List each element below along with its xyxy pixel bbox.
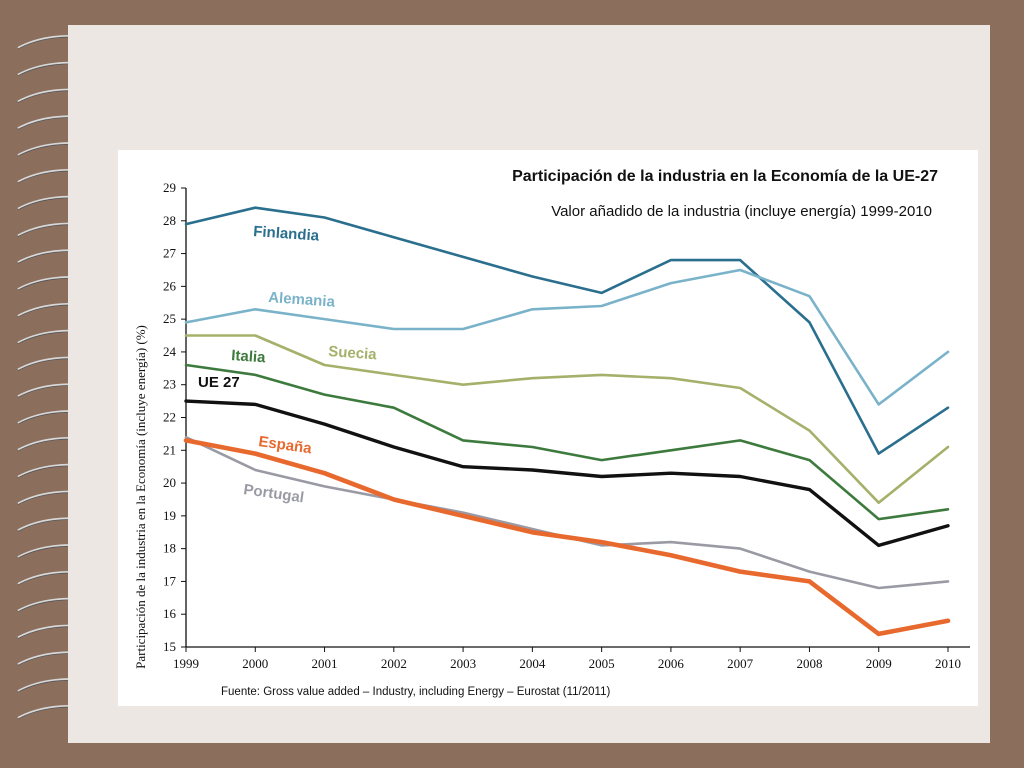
x-tick-label: 2004 [519, 656, 546, 671]
y-tick-label: 20 [163, 475, 176, 490]
y-tick-label: 19 [163, 508, 176, 523]
y-tick-label: 21 [163, 442, 176, 457]
series-label: Finlandia [253, 223, 321, 245]
y-tick-label: 23 [163, 377, 176, 392]
y-axis-label: Participación de la industria en la Econ… [133, 325, 148, 669]
x-tick-label: 2010 [935, 656, 961, 671]
x-tick-label: 1999 [173, 656, 199, 671]
x-tick-label: 2006 [658, 656, 685, 671]
source-note: Fuente: Gross value added – Industry, in… [221, 686, 610, 698]
series-label: Italia [231, 347, 267, 366]
series-label: UE 27 [198, 374, 240, 391]
series-label: Portugal [242, 481, 305, 506]
y-tick-label: 29 [163, 180, 176, 195]
series-label: Alemania [268, 289, 336, 311]
y-tick-label: 26 [163, 278, 177, 293]
series-label: Suecia [328, 343, 378, 363]
x-tick-label: 2007 [727, 656, 754, 671]
series-line-5 [184, 435, 950, 590]
y-tick-label: 24 [163, 344, 177, 359]
y-tick-label: 17 [163, 573, 177, 588]
x-tick-label: 2001 [312, 656, 338, 671]
y-tick-label: 22 [163, 410, 176, 425]
y-tick-label: 18 [163, 541, 176, 556]
axes: 15 16 17 18 19 20 21 22 23 24 25 26 27 28 29 1999 2000 20… [163, 180, 970, 671]
x-tick-label: 2002 [381, 656, 407, 671]
y-tick-label: 25 [163, 311, 176, 326]
chart-title: Participación de la industria en la Econ… [512, 168, 938, 185]
chart-panel: Participación de la industria en la Econ… [118, 150, 978, 706]
plot-area: Finlandia Alemania Suecia Italia UE 27 Portug… [183, 206, 951, 637]
y-tick-label: 15 [163, 639, 176, 654]
series-line-2 [184, 334, 950, 505]
line-chart: Participación de la industria en la Econ… [133, 168, 970, 698]
x-tick-label: 2008 [796, 656, 822, 671]
series-line-6 [183, 438, 951, 637]
x-tick-label: 2003 [450, 656, 476, 671]
x-tick-label: 2000 [242, 656, 268, 671]
series-line-0 [184, 206, 950, 455]
series-line-1 [184, 268, 950, 406]
y-tick-label: 16 [163, 606, 177, 621]
x-tick-label: 2009 [866, 656, 892, 671]
x-tick-label: 2005 [589, 656, 615, 671]
chart-subtitle: Valor añadido de la industria (incluye e… [551, 203, 932, 220]
y-tick-label: 28 [163, 213, 176, 228]
series-line-4 [184, 399, 950, 548]
series-label: España [257, 433, 313, 457]
series-line-3 [184, 363, 950, 521]
y-tick-label: 27 [163, 246, 177, 261]
